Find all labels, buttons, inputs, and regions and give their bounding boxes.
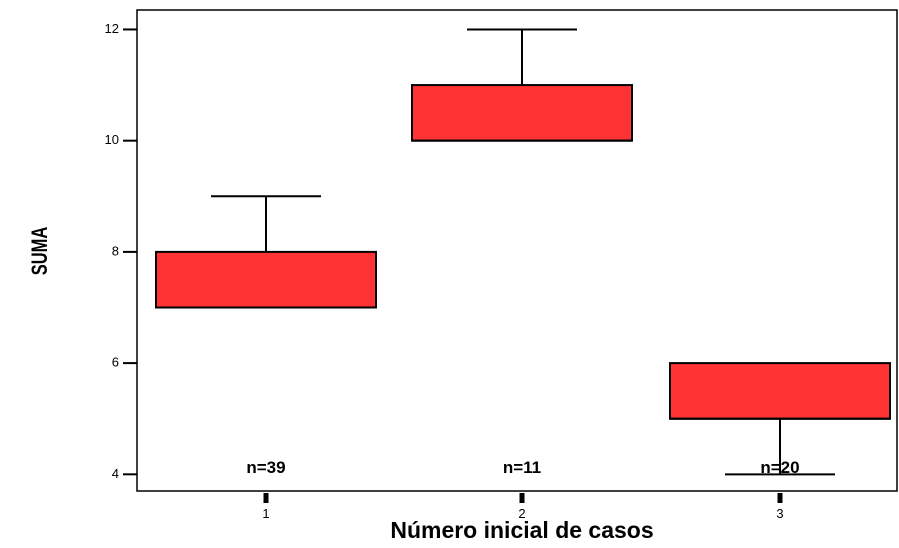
- box: [669, 362, 891, 420]
- boxes: n=39 n=11 n=20: [155, 28, 891, 477]
- box: [155, 250, 377, 309]
- x-axis: 1 2 3: [262, 493, 784, 521]
- y-axis: 4 6 8 10 12: [105, 21, 137, 481]
- box-group-3: n=20: [669, 362, 891, 477]
- x-tick-label: 2: [518, 506, 525, 521]
- box-group-2: n=11: [411, 28, 633, 477]
- box: [411, 84, 633, 142]
- y-tick-label: 4: [112, 466, 119, 481]
- x-tick-label: 3: [776, 506, 783, 521]
- x-tick-label: 1: [262, 506, 269, 521]
- box-group-1: n=39: [155, 195, 377, 477]
- x-axis-title: Número inicial de casos: [390, 517, 653, 543]
- n-label: n=39: [246, 458, 285, 477]
- y-axis-title: SUMA: [28, 227, 53, 276]
- n-label: n=20: [760, 458, 799, 477]
- plot-frame: [136, 9, 898, 492]
- y-tick-label: 12: [105, 21, 119, 36]
- y-tick-label: 6: [112, 355, 119, 370]
- n-label: n=11: [503, 458, 541, 477]
- y-tick-label: 8: [112, 243, 119, 258]
- y-tick-label: 10: [105, 132, 119, 147]
